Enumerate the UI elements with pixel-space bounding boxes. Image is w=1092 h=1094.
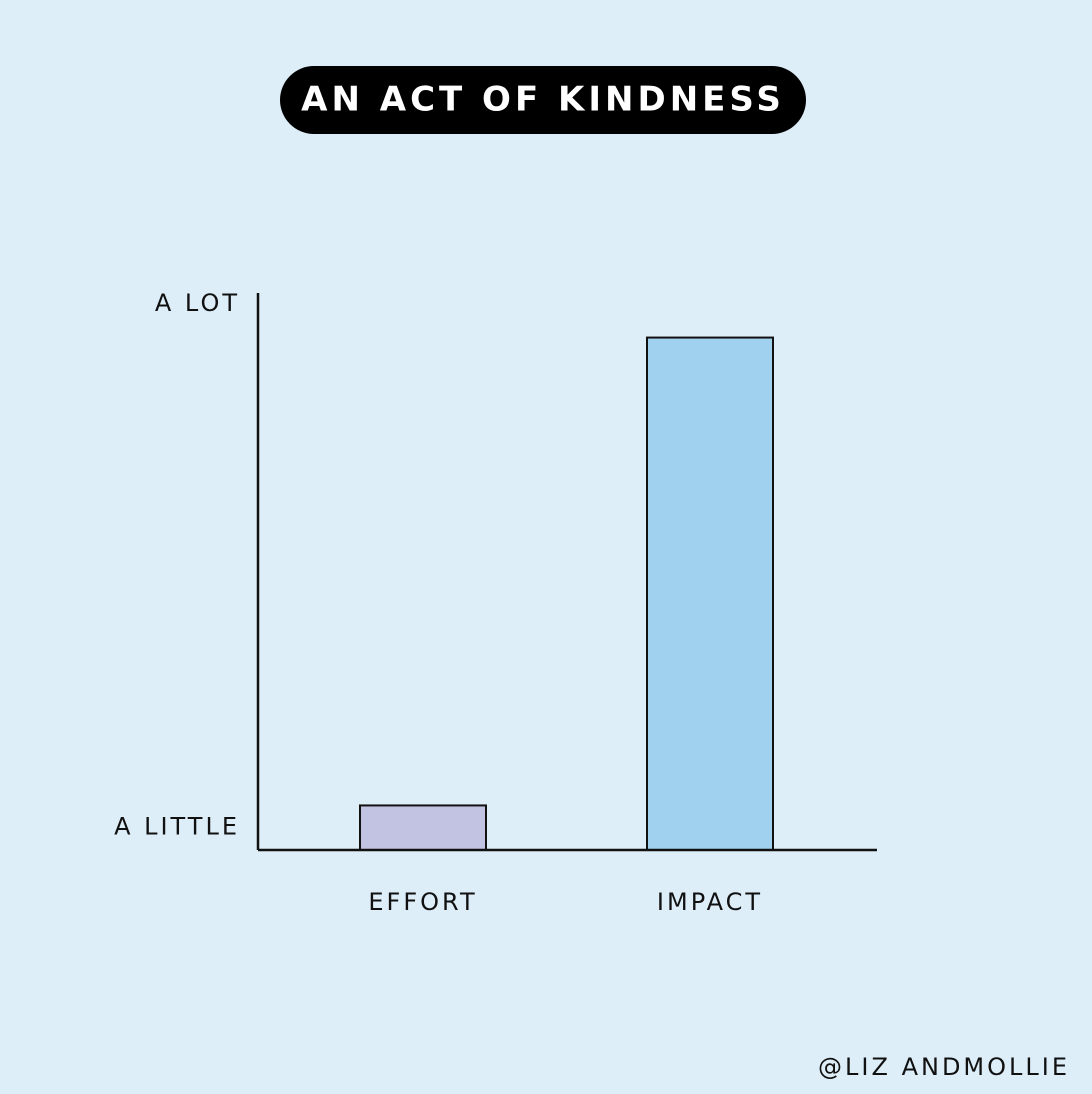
x-tick-label: IMPACT [657,888,763,916]
y-tick-label: A LOT [155,289,240,317]
x-tick-label: EFFORT [368,888,477,916]
bar [359,804,487,852]
y-tick-label: A LITTLE [114,813,240,841]
bar [646,336,774,851]
chart-title: AN ACT OF KINDNESS [301,80,785,120]
title-pill [280,66,806,134]
credit: @LIZ ANDMOLLIE [818,1053,1070,1081]
